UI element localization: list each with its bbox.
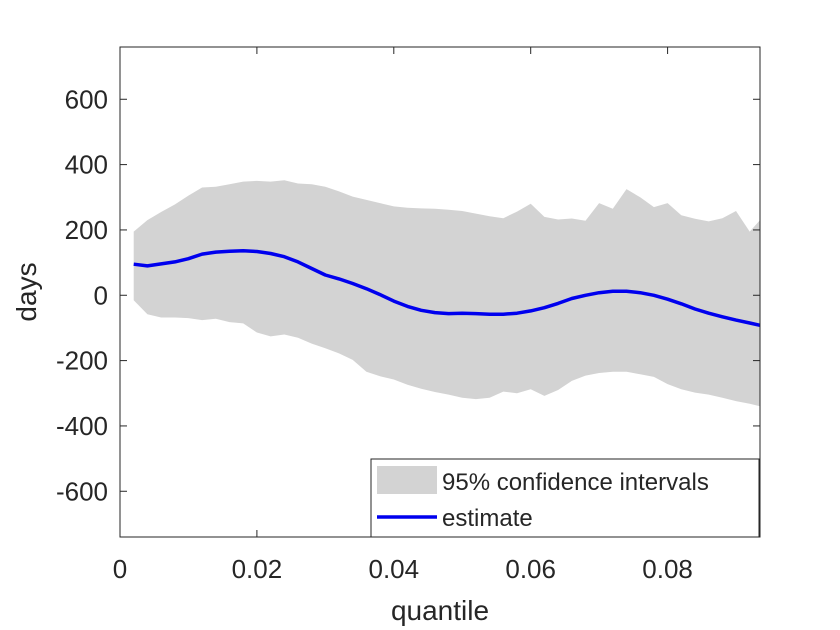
x-tick-label: 0.02 <box>232 554 283 584</box>
y-axis-label: days <box>11 262 42 321</box>
y-tick-label: -400 <box>56 411 108 441</box>
x-tick-label: 0.06 <box>505 554 556 584</box>
y-axis: -600 -400 -200 0 200 400 600 <box>56 84 760 506</box>
y-tick-label: -200 <box>56 346 108 376</box>
confidence-band <box>133 180 760 407</box>
y-tick-label: 0 <box>94 280 108 310</box>
y-tick-label: 200 <box>65 215 108 245</box>
y-tick-label: 400 <box>65 150 108 180</box>
x-axis-label: quantile <box>391 595 489 626</box>
legend-label-confidence-band: 95% confidence intervals <box>442 469 709 496</box>
x-tick-label: 0 <box>113 554 127 584</box>
x-tick-label: 0.04 <box>368 554 419 584</box>
y-tick-label: -600 <box>56 476 108 506</box>
x-tick-label: 0.08 <box>642 554 693 584</box>
legend-label-estimate: estimate <box>442 505 533 532</box>
legend-swatch-confidence-band <box>377 466 437 494</box>
estimate-line <box>133 249 761 328</box>
plot-marks <box>133 180 761 407</box>
legend: 95% confidence intervals estimate <box>370 458 760 538</box>
x-axis: 0 0.02 0.04 0.06 0.08 <box>113 47 693 584</box>
y-tick-label: 600 <box>65 84 108 114</box>
